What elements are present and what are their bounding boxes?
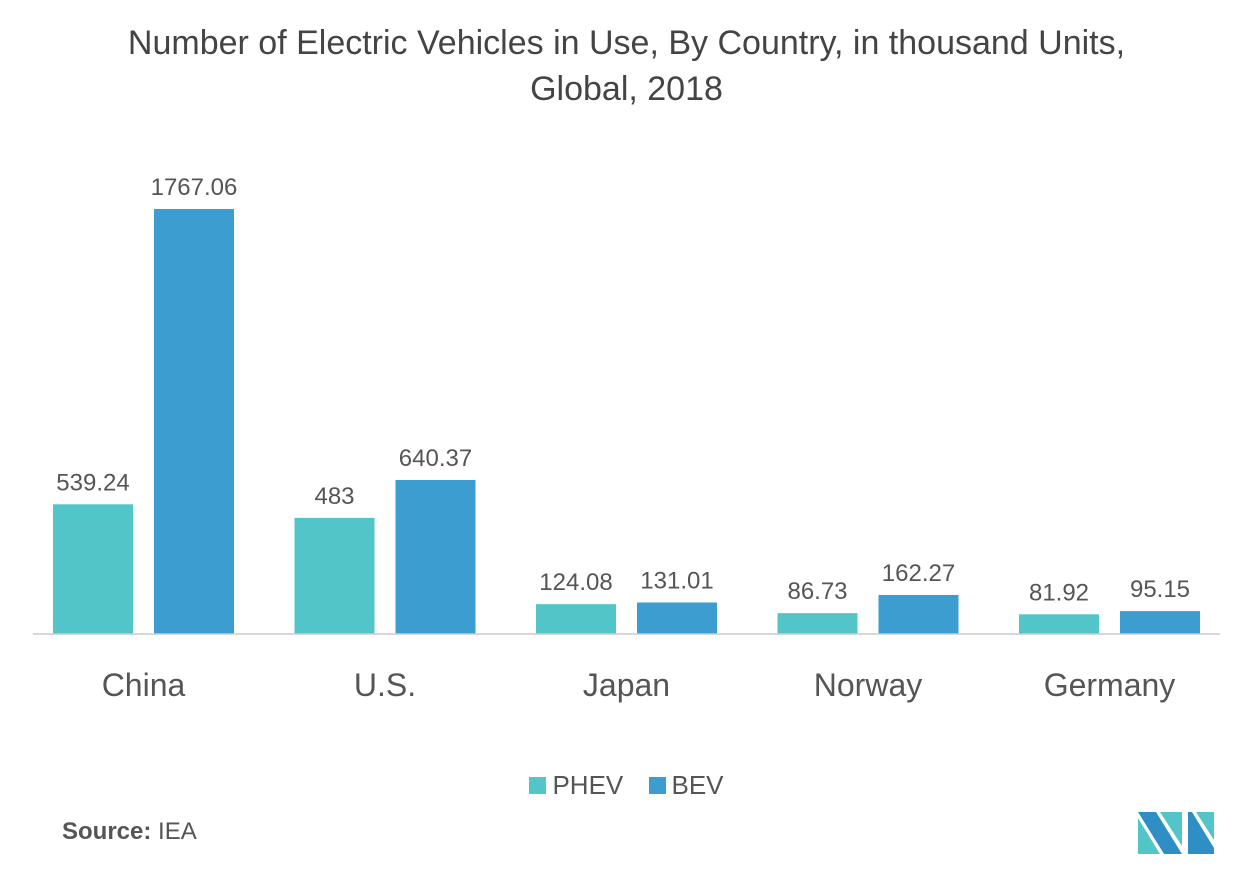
legend-swatch [648, 777, 666, 794]
bar-phev [294, 517, 375, 634]
source-label: Source: [62, 818, 152, 845]
data-label: 131.01 [640, 567, 713, 594]
data-label: 162.27 [882, 560, 955, 587]
source-value: IEA [158, 818, 197, 845]
bar-bev [878, 594, 959, 634]
legend: PHEV BEV [0, 770, 1253, 801]
title-line-1: Number of Electric Vehicles in Use, By C… [127, 24, 1126, 62]
data-label: 95.15 [1130, 576, 1190, 603]
legend-label: PHEV [552, 770, 624, 800]
category-label: Germany [1044, 667, 1176, 703]
bar-phev [1019, 614, 1099, 634]
legend-label: BEV [671, 770, 724, 800]
bar-phev [536, 604, 616, 634]
bar-phev [777, 613, 858, 634]
source-note: Source: IEA [62, 818, 197, 846]
chart-title: Number of Electric Vehicles in Use, By C… [0, 20, 1253, 112]
data-label: 640.37 [399, 445, 472, 472]
title-line-2: Global, 2018 [530, 70, 723, 108]
data-label: 81.92 [1029, 579, 1089, 606]
legend-item-phev: PHEV [529, 770, 623, 801]
data-label: 483 [314, 483, 354, 510]
data-label: 124.08 [539, 569, 612, 596]
legend-swatch [529, 777, 547, 794]
category-label: U.S. [354, 667, 416, 703]
category-label: Japan [583, 667, 670, 703]
data-label: 86.73 [787, 578, 847, 605]
legend-item-bev: BEV [648, 770, 724, 801]
bar-bev [1120, 611, 1200, 634]
bar-phev [53, 504, 133, 634]
logo-icon [1138, 812, 1214, 854]
category-label: China [102, 667, 186, 703]
bar-bev [395, 479, 476, 634]
data-label: 539.24 [56, 469, 129, 496]
category-label: Norway [814, 667, 922, 703]
bar-bev [154, 209, 234, 634]
bar-bev [637, 602, 717, 634]
data-label: 1767.06 [151, 174, 238, 201]
